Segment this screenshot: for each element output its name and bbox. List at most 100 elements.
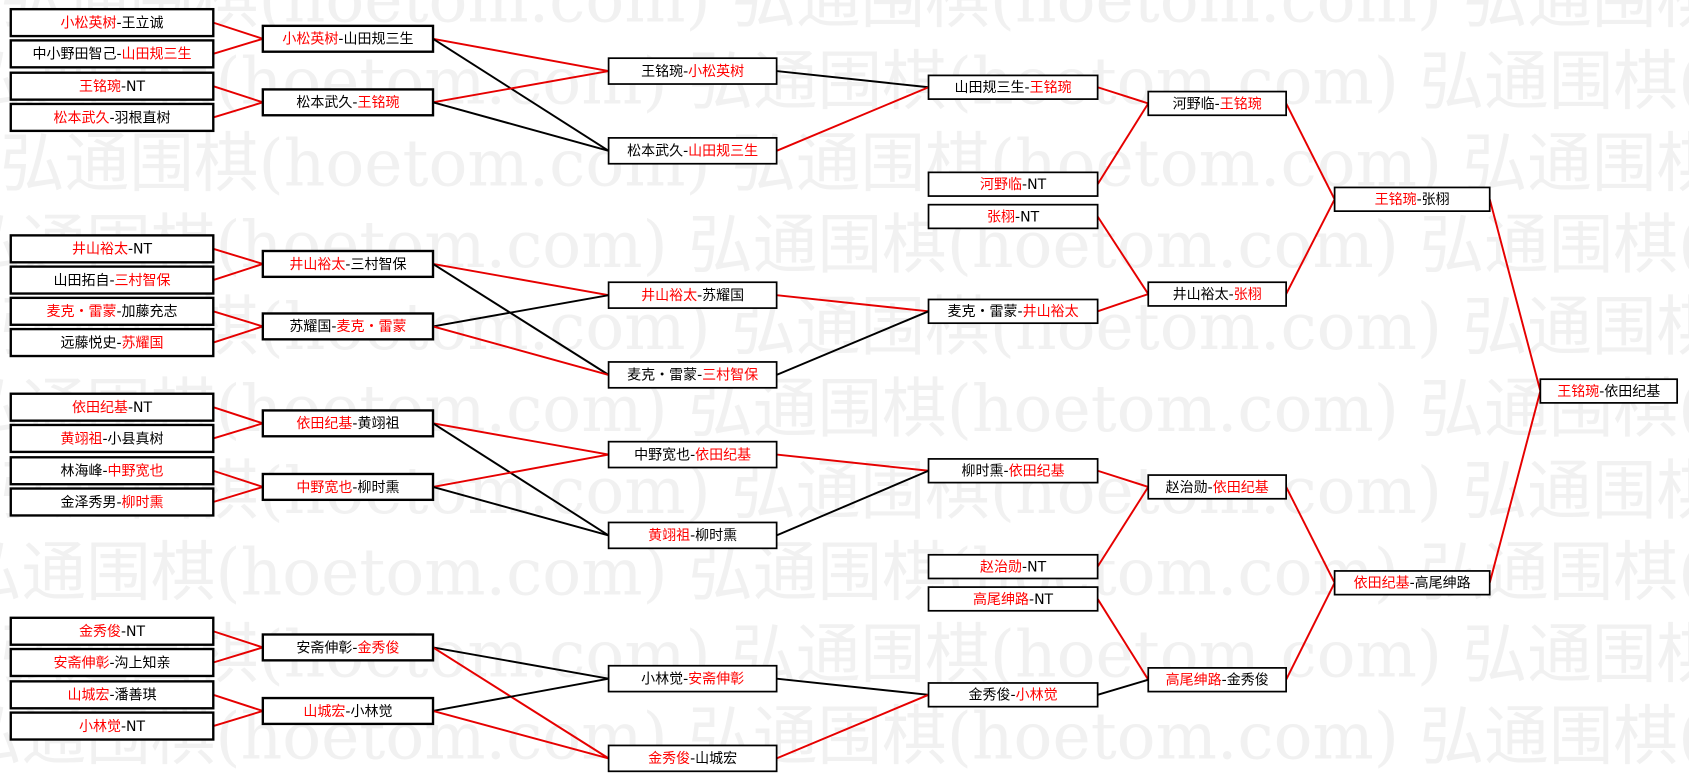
match-box[interactable]: 黄翊祖-小县真树 xyxy=(9,423,215,454)
match-label: 松本武久-山田规三生 xyxy=(627,144,758,160)
match-label: 小林觉-NT xyxy=(79,719,146,735)
player-a: 麦克・雷蒙 xyxy=(948,304,1018,320)
match-box[interactable]: 柳时熏-依田纪基 xyxy=(927,458,1099,484)
player-b: 羽根直树 xyxy=(115,109,171,126)
match-box[interactable]: 依田纪基-NT xyxy=(9,392,215,422)
connector-line xyxy=(432,646,609,680)
separator: - xyxy=(109,655,114,671)
match-label: 黄翊祖-小县真树 xyxy=(60,430,163,447)
player-a: 金泽秀男 xyxy=(60,495,116,511)
connector-line xyxy=(1285,102,1336,200)
match-box[interactable]: 依田纪基-黄翊祖 xyxy=(261,409,435,438)
separator: - xyxy=(1015,209,1020,225)
match-box[interactable]: 山城宏-潘善琪 xyxy=(9,680,215,710)
separator: - xyxy=(116,47,121,63)
player-a: 山田规三生 xyxy=(955,80,1025,96)
match-box[interactable]: 麦克・雷蒙-井山裕太 xyxy=(927,298,1099,325)
player-b: 金秀俊 xyxy=(1227,673,1269,689)
match-box[interactable]: 河野临-NT xyxy=(927,171,1099,197)
match-box[interactable]: 中小野田智己-山田规三生 xyxy=(9,39,215,69)
match-label: 高尾绅路-金秀俊 xyxy=(1166,672,1269,689)
connector-line xyxy=(776,453,929,472)
match-box-frame xyxy=(9,392,215,422)
match-box[interactable]: 王铭琬-依田纪基 xyxy=(1539,378,1679,404)
match-box[interactable]: 金秀俊-山城宏 xyxy=(607,744,778,773)
match-box[interactable]: 安斋伸彰-沟上知亲 xyxy=(9,647,215,678)
separator: - xyxy=(128,242,133,258)
match-box-frame xyxy=(1147,90,1288,117)
player-a: 井山裕太 xyxy=(289,257,345,273)
match-box[interactable]: 山田拓自-三村智保 xyxy=(9,265,215,295)
separator: - xyxy=(352,640,357,656)
match-box[interactable]: 小林觉-NT xyxy=(9,711,215,741)
match-box[interactable]: 小林觉-安斋伸彰 xyxy=(607,664,778,693)
player-b: 金秀俊 xyxy=(357,640,399,656)
player-a: 黄翊祖 xyxy=(60,430,102,447)
match-label: 安斋伸彰-沟上知亲 xyxy=(53,654,170,671)
match-box[interactable]: 高尾绅路-NT xyxy=(927,586,1099,612)
match-label: 王铭琬-张栩 xyxy=(1375,192,1450,208)
match-box[interactable]: 高尾绅路-金秀俊 xyxy=(1147,667,1288,693)
match-box[interactable]: 麦克・雷蒙-加藤充志 xyxy=(9,296,215,326)
match-box[interactable]: 井山裕太-苏耀国 xyxy=(607,281,778,309)
match-box[interactable]: 林海峰-中野宽也 xyxy=(9,456,215,486)
match-box[interactable]: 河野临-王铭琬 xyxy=(1147,90,1288,117)
connector-line xyxy=(212,630,264,649)
match-box[interactable]: 中野宽也-依田纪基 xyxy=(607,440,778,469)
match-box[interactable]: 王铭琬-NT xyxy=(9,71,215,101)
match-box[interactable]: 麦克・雷蒙-三村智保 xyxy=(607,361,778,389)
match-box[interactable]: 王铭琬-小松英树 xyxy=(607,57,778,85)
match-box[interactable]: 张栩-NT xyxy=(927,203,1099,230)
match-box[interactable]: 安斋伸彰-金秀俊 xyxy=(261,633,435,662)
separator: - xyxy=(352,95,357,111)
match-box[interactable]: 松本武久-山田规三生 xyxy=(607,137,778,165)
connector-line xyxy=(432,422,610,537)
player-b: NT xyxy=(1027,559,1046,575)
match-box[interactable]: 王铭琬-张栩 xyxy=(1333,186,1491,213)
player-a: 金秀俊 xyxy=(969,688,1011,704)
match-box[interactable]: 远藤悦史-苏耀国 xyxy=(9,327,215,358)
match-label: 中野宽也-依田纪基 xyxy=(634,446,751,463)
match-box[interactable]: 金秀俊-小林觉 xyxy=(927,682,1099,708)
match-box[interactable]: 赵治勋-NT xyxy=(927,553,1099,580)
match-box-frame xyxy=(261,312,435,341)
match-label: 井山裕太-张栩 xyxy=(1173,287,1262,303)
player-b: 高尾绅路 xyxy=(1415,575,1471,592)
match-box[interactable]: 小松英树-山田规三生 xyxy=(261,24,435,53)
match-box[interactable]: 松本武久-王铭琬 xyxy=(261,88,435,117)
match-box[interactable]: 井山裕太-三村智保 xyxy=(261,249,435,279)
separator: - xyxy=(116,495,121,511)
separator: - xyxy=(683,672,688,688)
match-box[interactable]: 井山裕太-张栩 xyxy=(1147,281,1288,307)
player-b: 张栩 xyxy=(1234,287,1262,303)
match-box[interactable]: 黄翊祖-柳时熏 xyxy=(607,521,778,550)
player-b: 王立诚 xyxy=(122,15,164,31)
watermark-text: 弘通围棋(hoetom.com) 弘通围棋(hoetom.com) 弘通围棋(h… xyxy=(0,372,1689,447)
match-label: 山城宏-小林觉 xyxy=(303,704,392,720)
match-label: 金秀俊-小林觉 xyxy=(969,688,1058,704)
connector-line xyxy=(776,693,929,760)
match-box-frame xyxy=(607,664,778,693)
separator: - xyxy=(690,447,695,463)
separator: - xyxy=(1025,80,1030,96)
match-box[interactable]: 小松英树-王立诚 xyxy=(9,7,215,38)
match-box[interactable]: 依田纪基-高尾绅路 xyxy=(1333,570,1491,596)
player-b: 依田纪基 xyxy=(1009,463,1065,480)
match-box[interactable]: 金泽秀男-柳时熏 xyxy=(9,487,215,517)
match-box-frame xyxy=(607,440,778,469)
match-box[interactable]: 中野宽也-柳时熏 xyxy=(261,472,435,502)
connector-line xyxy=(432,37,610,152)
match-box[interactable]: 苏耀国-麦克・雷蒙 xyxy=(261,312,435,341)
match-box[interactable]: 井山裕太-NT xyxy=(9,234,215,264)
match-box[interactable]: 松本武久-羽根直树 xyxy=(9,102,215,133)
player-b: 山田规三生 xyxy=(688,144,758,160)
player-a: 王铭琬 xyxy=(1557,384,1599,400)
match-box[interactable]: 山田规三生-王铭琬 xyxy=(927,74,1099,100)
match-box[interactable]: 山城宏-小林觉 xyxy=(261,696,435,726)
player-a: 山城宏 xyxy=(67,688,109,704)
match-box[interactable]: 金秀俊-NT xyxy=(9,616,215,646)
player-a: 安斋伸彰 xyxy=(53,654,109,671)
match-box[interactable]: 赵治勋-依田纪基 xyxy=(1147,474,1288,500)
player-b: 柳时熏 xyxy=(122,494,164,511)
match-label: 依田纪基-黄翊祖 xyxy=(296,415,399,432)
